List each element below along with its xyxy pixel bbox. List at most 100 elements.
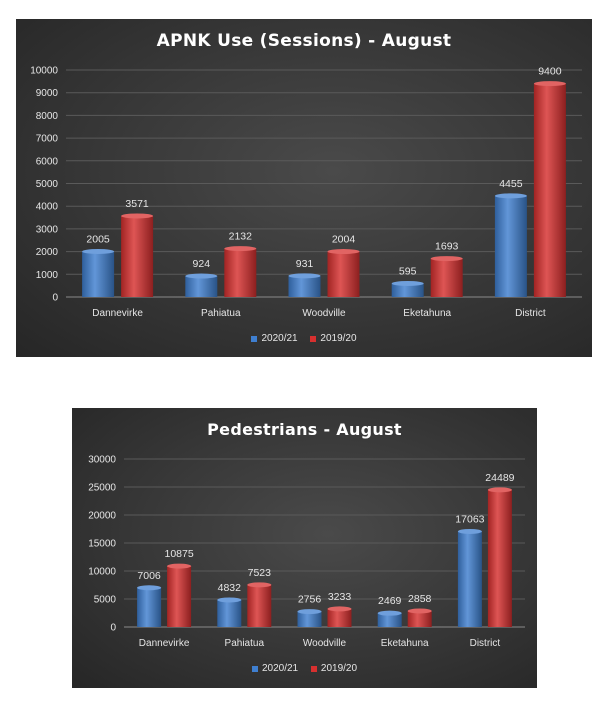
data-label: 2005 — [86, 233, 110, 245]
y-tick-label: 15000 — [88, 539, 116, 550]
bar-top-cap — [185, 273, 218, 279]
legend-swatch-blue — [251, 335, 258, 342]
chart-title: APNK Use (Sessions) - August — [156, 31, 452, 51]
bar-2020-21 — [391, 283, 424, 297]
legend-item-2020-21: 2020/21 — [251, 663, 299, 674]
bar-top-cap — [297, 609, 322, 615]
data-label: 1693 — [435, 241, 459, 253]
y-tick-label: 0 — [52, 293, 58, 304]
bar-2020-21 — [217, 599, 242, 627]
bar-2019-20 — [327, 251, 360, 297]
data-label: 4455 — [499, 178, 523, 190]
bar-2019-20 — [327, 608, 352, 627]
legend-label: 2019/20 — [320, 663, 358, 674]
chart-title: Pedestrians - August — [207, 420, 402, 439]
bar-2020-21 — [377, 613, 402, 627]
y-tick-label: 20000 — [88, 511, 116, 522]
y-tick-label: 4000 — [36, 202, 59, 213]
bar-2020-21 — [137, 587, 162, 627]
data-label: 7523 — [248, 567, 272, 579]
data-label: 2469 — [378, 595, 402, 607]
x-tick-label: Dannevirke — [92, 308, 143, 319]
legend-swatch-blue — [251, 665, 258, 672]
y-tick-label: 10000 — [88, 567, 116, 578]
data-label: 2132 — [229, 231, 253, 243]
x-tick-label: Eketahuna — [403, 308, 451, 319]
y-tick-label: 3000 — [36, 224, 59, 235]
data-label: 10875 — [164, 548, 193, 560]
bar-top-cap — [533, 81, 566, 87]
data-label: 4832 — [218, 582, 242, 594]
bar-top-cap — [377, 610, 402, 616]
bar-top-cap — [327, 606, 352, 612]
bar-2019-20 — [224, 248, 257, 297]
chart-legend: 2020/21 2019/20 — [16, 333, 592, 345]
bar-top-cap — [494, 193, 527, 199]
x-tick-label: Woodville — [302, 308, 346, 319]
bar-top-cap — [391, 280, 424, 286]
y-tick-label: 2000 — [36, 247, 59, 258]
y-tick-label: 5000 — [94, 595, 117, 606]
bar-top-cap — [224, 246, 257, 252]
bar-2019-20 — [121, 215, 154, 297]
data-label: 2858 — [408, 593, 432, 605]
bar-top-cap — [82, 248, 115, 254]
x-tick-label: Pahiatua — [225, 638, 265, 649]
bar-top-cap — [407, 608, 432, 614]
data-label: 17063 — [455, 513, 484, 525]
data-label: 924 — [193, 258, 211, 270]
bar-top-cap — [457, 528, 482, 534]
bar-2020-21 — [297, 611, 322, 627]
data-label: 7006 — [137, 570, 161, 582]
bar-2020-21 — [494, 195, 527, 297]
y-tick-label: 10000 — [30, 66, 58, 77]
bar-2020-21 — [457, 531, 482, 627]
x-tick-label: Woodville — [303, 638, 347, 649]
data-label: 24489 — [485, 472, 514, 484]
y-tick-label: 0 — [110, 623, 116, 634]
y-tick-label: 6000 — [36, 156, 59, 167]
bar-2019-20 — [533, 83, 566, 298]
bar-top-cap — [327, 249, 360, 255]
bar-top-cap — [217, 597, 242, 603]
legend-swatch-red — [310, 665, 317, 672]
data-label: 2004 — [332, 234, 356, 246]
bar-2019-20 — [247, 584, 272, 627]
apnk-sessions-plot: 0 1000 2000 3000 4000 5000 6000 7000 8000 9000 100… — [30, 66, 582, 319]
legend-label: 2020/21 — [261, 333, 298, 344]
data-label: 2756 — [298, 594, 322, 606]
bar-2019-20 — [407, 610, 432, 627]
bar-2020-21 — [288, 275, 321, 297]
data-label: 931 — [296, 258, 314, 270]
bar-top-cap — [430, 256, 463, 262]
x-tick-label: District — [470, 638, 501, 649]
x-tick-label: District — [515, 308, 546, 319]
bar-2020-21 — [82, 251, 115, 297]
legend-item-2020-21: 2020/21 — [251, 333, 298, 344]
bar-top-cap — [487, 487, 512, 493]
bar-2020-21 — [185, 276, 218, 297]
x-tick-label: Dannevirke — [139, 638, 190, 649]
bar-top-cap — [167, 563, 192, 569]
apnk-sessions-chart: APNK Use (Sessions) - August 0 1000 2000 30… — [16, 19, 592, 357]
legend-item-2019-20: 2019/20 — [310, 663, 358, 674]
legend-swatch-red — [310, 335, 317, 342]
legend-item-2019-20: 2019/20 — [310, 333, 357, 344]
y-tick-label: 25000 — [88, 483, 116, 494]
bar-2019-20 — [430, 258, 463, 297]
y-tick-label: 30000 — [88, 455, 116, 466]
y-tick-label: 9000 — [36, 88, 59, 99]
chart-legend: 2020/21 2019/20 — [72, 663, 537, 675]
x-tick-label: Pahiatua — [201, 308, 241, 319]
y-tick-label: 5000 — [36, 179, 59, 190]
bar-top-cap — [121, 213, 154, 219]
bar-2019-20 — [487, 489, 512, 627]
legend-label: 2020/21 — [261, 663, 299, 674]
legend-label: 2019/20 — [320, 333, 357, 344]
x-tick-label: Eketahuna — [381, 638, 429, 649]
pedestrians-chart: Pedestrians - August 0 5000 10000 15000 2000… — [72, 408, 537, 688]
data-label: 595 — [399, 265, 417, 277]
y-tick-label: 1000 — [36, 270, 59, 281]
data-label: 3571 — [125, 198, 149, 210]
bar-top-cap — [288, 273, 321, 279]
